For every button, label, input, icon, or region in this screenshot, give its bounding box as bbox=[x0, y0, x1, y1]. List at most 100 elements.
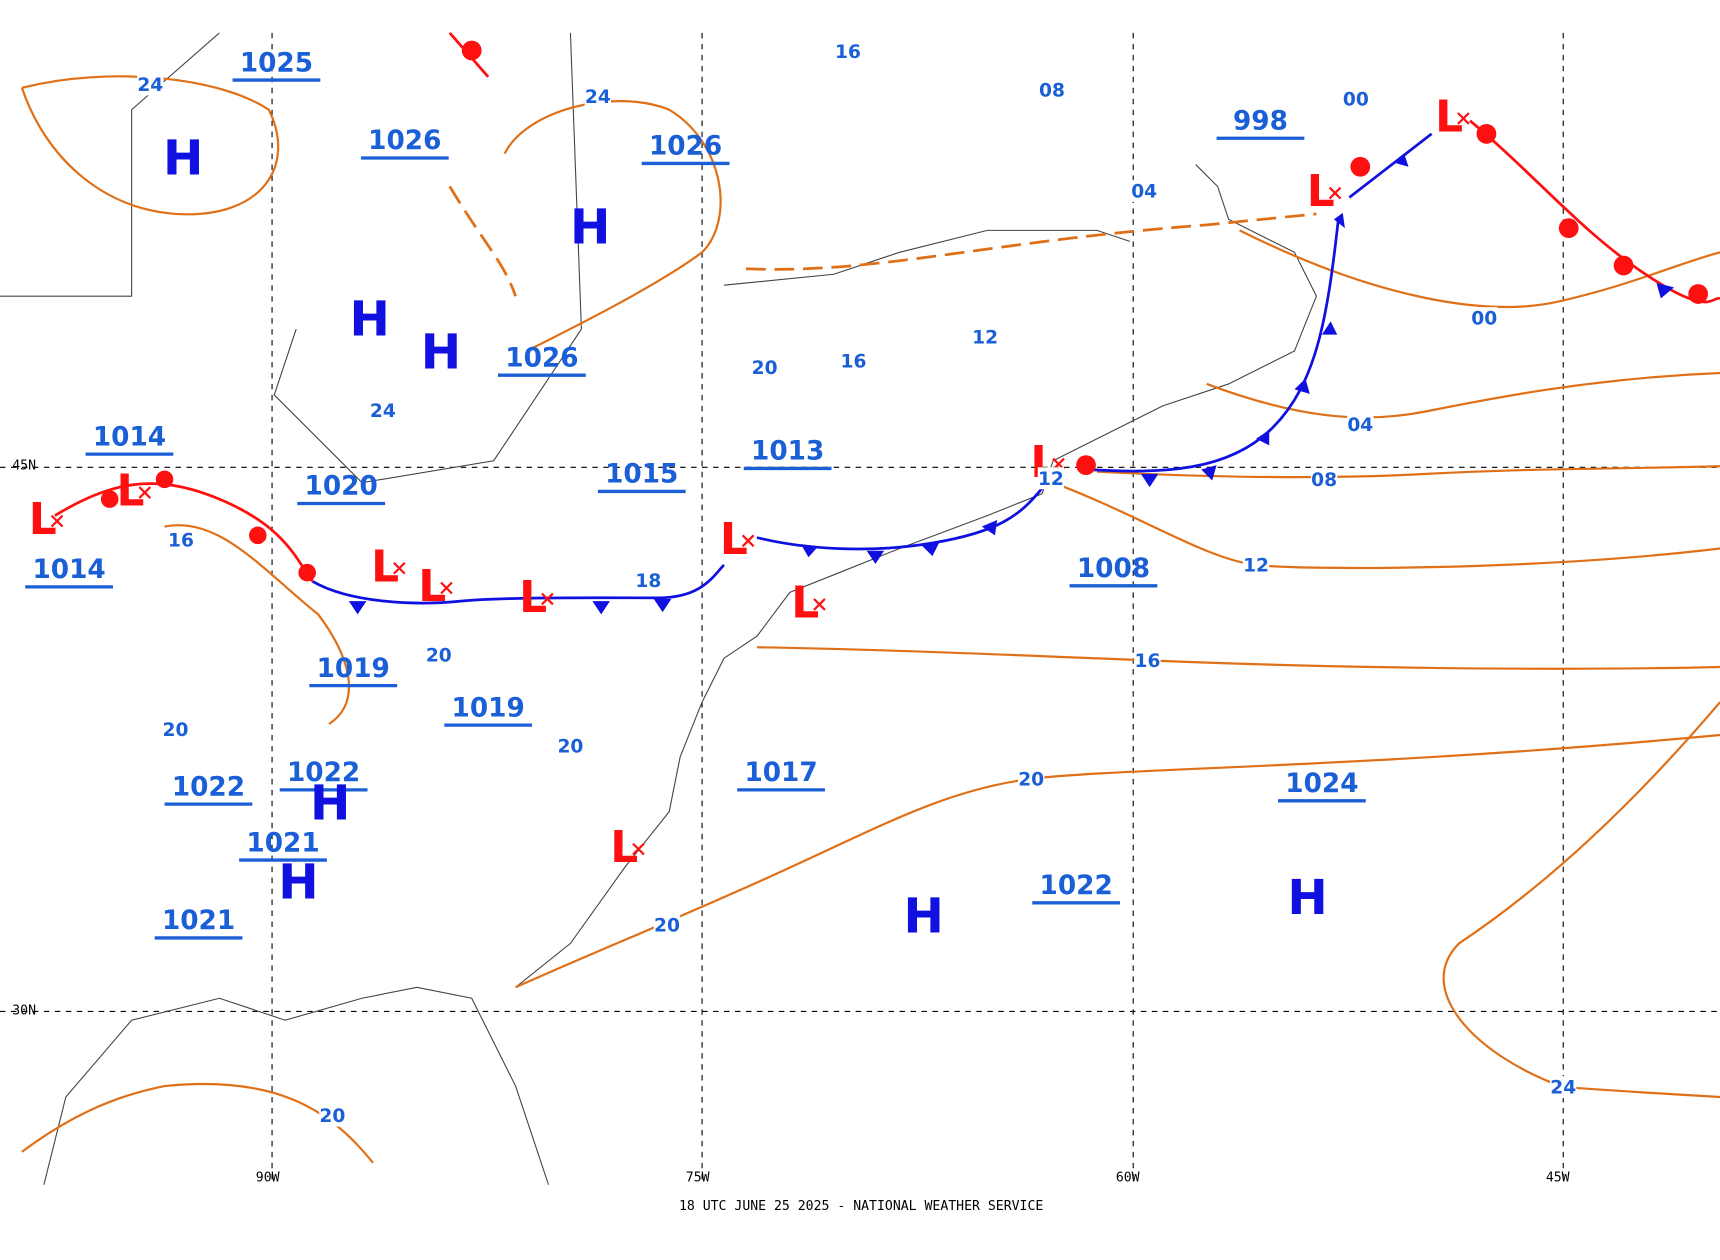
isobar-label-bg bbox=[840, 349, 867, 372]
pressure-value: 998 bbox=[1233, 106, 1288, 136]
isobar-label: 04 bbox=[1131, 181, 1157, 202]
isobar-label-bg bbox=[1018, 767, 1045, 790]
footer: 18 UTC JUNE 25 2025 - NATIONAL WEATHER S… bbox=[679, 1199, 1043, 1214]
isobar-label-bg bbox=[167, 528, 195, 551]
pressure-value: 1008 bbox=[1077, 554, 1150, 584]
isobar-label: 20 bbox=[1018, 769, 1044, 790]
high-center: H bbox=[1287, 870, 1327, 926]
isobar-label: 12 bbox=[1038, 469, 1064, 490]
pressure-value: 1014 bbox=[93, 422, 166, 452]
high-center: H bbox=[163, 130, 203, 186]
isobar-label-bg bbox=[584, 85, 612, 108]
isobar-label-bg bbox=[1038, 78, 1066, 101]
low-x bbox=[541, 592, 554, 606]
isobar-label-bg bbox=[1037, 467, 1065, 490]
isobar-label: 12 bbox=[972, 327, 998, 348]
low-x bbox=[1457, 112, 1470, 125]
high-center: H bbox=[421, 325, 461, 381]
low-center: L bbox=[29, 494, 57, 545]
pressure-value: 1013 bbox=[751, 437, 824, 467]
coastline bbox=[0, 32, 1318, 1185]
high-center: H bbox=[310, 775, 350, 831]
isobar-label-bg bbox=[834, 40, 862, 63]
pressure-value: 1026 bbox=[649, 132, 722, 162]
low-center: L bbox=[610, 822, 638, 873]
isobar-label-bg bbox=[319, 1104, 346, 1127]
isobar-label: 16 bbox=[841, 351, 867, 372]
low-x bbox=[813, 598, 826, 611]
isobar-label: 20 bbox=[752, 358, 778, 379]
high-center: H bbox=[278, 854, 318, 910]
isobar-label-bg bbox=[1242, 553, 1270, 576]
isobar-label: 20 bbox=[319, 1106, 345, 1127]
pressure-value: 1017 bbox=[744, 758, 817, 788]
isobar-label: 20 bbox=[654, 915, 680, 936]
isobar-label: 00 bbox=[1471, 309, 1497, 330]
pressure-value: 1025 bbox=[240, 48, 313, 78]
pressure-value: 1026 bbox=[368, 126, 441, 156]
pressure-value: 1020 bbox=[305, 472, 378, 502]
front-symbols bbox=[100, 40, 1709, 615]
pressure-value: 1022 bbox=[287, 758, 360, 788]
low-x bbox=[50, 514, 64, 528]
low-center: L bbox=[371, 541, 399, 592]
isobar-label: 16 bbox=[835, 42, 861, 63]
pressure-value: 1022 bbox=[172, 772, 245, 802]
isobar-label-bg bbox=[1550, 1076, 1577, 1099]
grid-label: 45N bbox=[12, 459, 36, 474]
grid-label: 45W bbox=[1546, 1170, 1570, 1185]
fronts bbox=[54, 32, 1720, 605]
pressure-value: 1019 bbox=[317, 654, 390, 684]
low-center: L bbox=[418, 561, 446, 612]
isobar-label: 16 bbox=[168, 530, 194, 551]
isobar-label-bg bbox=[653, 913, 681, 936]
isobar-label: 04 bbox=[1347, 415, 1373, 436]
isobar-label: 18 bbox=[635, 571, 661, 592]
isobar-label-bg bbox=[1342, 87, 1370, 110]
low-x bbox=[393, 561, 406, 575]
grid-label: 75W bbox=[686, 1170, 710, 1185]
isobar-label-bg bbox=[971, 325, 999, 348]
high-center: H bbox=[903, 888, 943, 944]
isobar-label-bg bbox=[162, 718, 189, 741]
isobars bbox=[20, 75, 1720, 1164]
grid-label: 30N bbox=[12, 1004, 36, 1019]
low-center: L bbox=[791, 578, 819, 629]
low-center: L bbox=[1307, 166, 1335, 217]
isobar-label-bg bbox=[425, 643, 452, 666]
high-center: H bbox=[349, 292, 389, 348]
grid-label: 90W bbox=[256, 1170, 280, 1185]
low-center: L bbox=[720, 514, 748, 565]
pressure-value: 1019 bbox=[452, 693, 525, 723]
isobar-label: 08 bbox=[1039, 81, 1065, 102]
isobar-label: 08 bbox=[1311, 470, 1337, 491]
isobar-label-bg bbox=[557, 734, 584, 757]
isobar-label: 00 bbox=[1343, 89, 1369, 110]
isobar-label-bg bbox=[751, 356, 778, 379]
low-center: L bbox=[117, 466, 145, 517]
pressure-value: 1014 bbox=[32, 555, 105, 585]
pressure-value: 1022 bbox=[1040, 871, 1113, 901]
isobar-label: 24 bbox=[585, 87, 611, 108]
isobar-label-bg bbox=[1131, 179, 1158, 202]
isobar-label: 24 bbox=[370, 401, 396, 422]
isobar-label: 24 bbox=[1550, 1078, 1576, 1099]
isobar-label-bg bbox=[1134, 649, 1161, 672]
isobar-label: 24 bbox=[137, 75, 163, 96]
pressure-value: 1015 bbox=[605, 460, 678, 490]
grid-label: 60W bbox=[1116, 1170, 1140, 1185]
isobar-label: 20 bbox=[557, 737, 583, 758]
isobar-label: 16 bbox=[1135, 651, 1161, 672]
isobar-label-bg bbox=[1310, 468, 1338, 491]
low-x bbox=[138, 486, 152, 499]
low-x bbox=[1328, 186, 1342, 200]
pressure-value: 1024 bbox=[1285, 769, 1358, 799]
pressure-value: 1021 bbox=[246, 828, 319, 858]
pressure-value: 1021 bbox=[162, 906, 235, 936]
high-center: H bbox=[570, 200, 610, 256]
isobar-label-bg bbox=[1471, 307, 1498, 330]
isobar-label: 20 bbox=[163, 720, 189, 741]
low-x bbox=[632, 842, 645, 856]
low-center: L bbox=[519, 572, 547, 623]
